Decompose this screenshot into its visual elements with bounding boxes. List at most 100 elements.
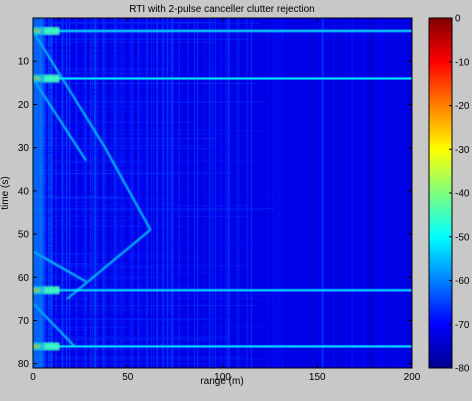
range-streak (408, 18, 410, 368)
time-streak (33, 205, 269, 207)
time-streak (33, 202, 97, 204)
time-streak (33, 253, 168, 255)
time-streak (33, 275, 166, 277)
time-streak (33, 160, 257, 162)
time-streak (33, 242, 270, 244)
range-streak (281, 18, 283, 368)
time-streak (33, 351, 116, 352)
time-streak (33, 297, 258, 299)
time-streak (33, 309, 170, 311)
range-streak (381, 18, 383, 368)
near-range-returns (33, 18, 45, 368)
range-streak (370, 18, 373, 368)
time-streak (33, 161, 142, 163)
range-streak (182, 18, 183, 368)
x-tick-label: 150 (309, 372, 326, 383)
time-streak (33, 274, 125, 276)
time-streak (33, 125, 127, 127)
time-streak (33, 191, 163, 192)
x-tick-label: 200 (404, 372, 421, 383)
target-track (104, 147, 152, 231)
range-streak (306, 18, 308, 368)
range-streak (362, 18, 364, 368)
x-tick-label: 50 (122, 372, 134, 383)
y-axis-label: time (s) (0, 176, 11, 209)
time-streak (33, 138, 217, 140)
time-streak (33, 170, 144, 172)
time-streak (33, 102, 206, 104)
range-streak (277, 18, 280, 368)
range-streak (179, 18, 181, 368)
time-streak (33, 88, 120, 90)
time-streak (33, 200, 181, 202)
time-streak (33, 148, 252, 150)
time-streak (33, 234, 158, 236)
range-streak (314, 18, 316, 368)
time-streak (33, 281, 246, 283)
time-streak (33, 318, 231, 319)
colorbar-tick-label: -20 (455, 101, 470, 112)
time-streak (33, 198, 273, 200)
time-streak (33, 141, 183, 143)
time-streak (33, 356, 246, 358)
time-streak (33, 192, 179, 194)
time-streak (33, 110, 170, 112)
range-streak (351, 18, 353, 368)
time-streak (33, 263, 109, 265)
time-streak (33, 173, 173, 175)
time-streak (33, 46, 96, 48)
range-streak (275, 18, 277, 368)
range-streak (207, 18, 210, 368)
range-streak (187, 18, 189, 368)
range-streak (199, 18, 201, 368)
range-streak (368, 18, 370, 368)
time-streak (33, 20, 221, 22)
range-streak (227, 18, 229, 368)
range-streak (279, 18, 281, 368)
y-tick-label: 70 (18, 316, 30, 327)
range-streak (209, 18, 212, 368)
range-streak (392, 18, 394, 368)
range-streak (292, 18, 293, 368)
colorbar-tick-label: -60 (455, 276, 470, 287)
time-streak (33, 99, 231, 100)
y-tick-label: 60 (18, 273, 30, 284)
range-streak (315, 18, 317, 368)
colorbar-tick-label: -30 (455, 145, 470, 156)
range-streak (266, 18, 268, 368)
time-streak (33, 293, 276, 295)
range-streak (250, 18, 253, 368)
colorbar-tick-label: -50 (455, 232, 470, 243)
time-streak (33, 348, 195, 350)
time-streak (33, 152, 143, 154)
range-streak (229, 18, 231, 368)
time-streak (33, 183, 188, 185)
time-streak (33, 119, 106, 121)
time-streak (33, 33, 216, 35)
time-streak (33, 213, 170, 215)
range-streak (372, 18, 374, 368)
time-streak (33, 265, 245, 267)
time-streak (33, 317, 275, 319)
range-streak (194, 18, 196, 368)
range-streak (325, 18, 327, 368)
colorbar-axis: 0 -10 -20 -30 -40 -50 -60 -70 -80 (449, 14, 470, 375)
time-streak (33, 47, 171, 49)
time-streak (33, 162, 97, 164)
time-streak (33, 361, 92, 362)
time-streak (33, 133, 233, 135)
range-streak (391, 18, 393, 368)
range-streak (375, 18, 377, 368)
time-streak (33, 130, 269, 132)
range-streak (246, 18, 248, 368)
time-streak (33, 203, 95, 205)
range-streak (218, 18, 220, 368)
x-axis-label: range (m) (200, 376, 243, 387)
time-streak (33, 39, 250, 41)
y-tick-label: 20 (18, 100, 30, 111)
time-streak (33, 57, 175, 59)
time-streak (33, 298, 100, 300)
range-streak (219, 18, 221, 368)
range-streak (201, 18, 203, 368)
colorbar-tick-label: -80 (455, 364, 470, 375)
